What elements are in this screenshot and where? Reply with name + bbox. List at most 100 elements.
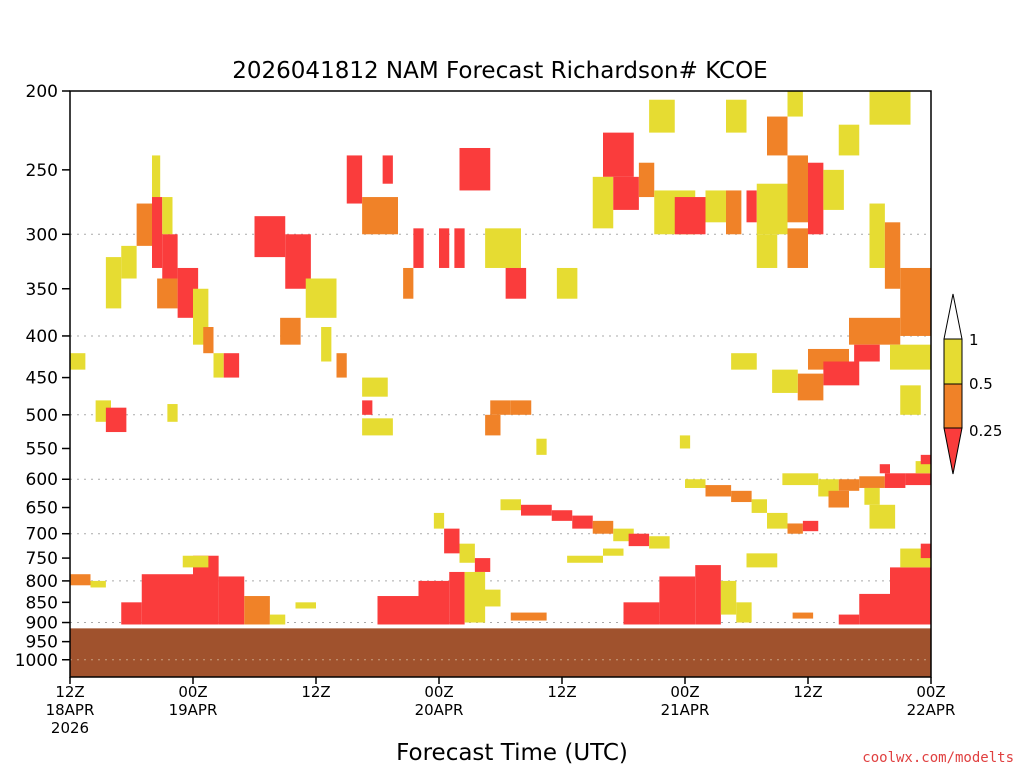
ri-cell	[705, 485, 732, 497]
ri-cell	[838, 479, 860, 491]
ri-cell	[787, 155, 808, 223]
credit-text: coolwx.com/modelts	[862, 750, 1014, 766]
ri-cell	[705, 190, 726, 223]
ri-cell	[295, 602, 316, 609]
x-tick-label: 22APR	[907, 701, 956, 719]
ri-cell	[731, 353, 757, 370]
ri-cell	[203, 327, 214, 354]
ri-cell	[797, 373, 824, 401]
ri-cell	[603, 548, 624, 556]
ri-cell	[900, 385, 921, 415]
ri-cell	[449, 571, 465, 625]
ri-cell	[480, 589, 501, 607]
legend-arrow-top	[943, 293, 963, 340]
ri-cell	[152, 197, 163, 268]
ri-cell	[403, 267, 414, 299]
ri-cell	[182, 555, 209, 568]
ri-cell	[244, 596, 270, 625]
ri-cell	[849, 317, 901, 345]
ri-cell	[157, 278, 178, 309]
ri-cell	[751, 499, 767, 513]
y-tick-label: 800	[26, 572, 58, 592]
legend-label: 0.5	[969, 375, 993, 393]
ri-cell	[838, 124, 860, 156]
ri-cell	[859, 476, 885, 488]
richardson-cells	[70, 91, 931, 625]
x-tick-label: 00Z	[916, 683, 945, 701]
ri-cell	[864, 487, 880, 505]
ri-cell	[121, 245, 137, 279]
ri-cell	[90, 580, 106, 588]
ri-cell	[731, 490, 752, 503]
ri-cell	[464, 571, 486, 623]
ri-cell	[726, 190, 742, 235]
ri-cell	[823, 169, 844, 210]
ri-cell	[638, 162, 655, 198]
ri-cell	[556, 267, 578, 299]
ri-cell	[305, 278, 337, 318]
ri-cell	[121, 602, 142, 625]
ri-cell	[900, 267, 931, 336]
ri-cell	[567, 555, 603, 563]
plot-frame	[69, 90, 932, 678]
ri-cell	[884, 222, 901, 289]
legend-label: 0.25	[969, 422, 1002, 440]
ri-cell	[536, 438, 547, 455]
y-tick-label: 450	[26, 369, 58, 389]
ri-cell	[269, 614, 286, 625]
ri-cell	[736, 602, 752, 623]
ri-cell	[551, 510, 573, 521]
ri-cell	[136, 203, 152, 246]
ri-cell	[280, 317, 301, 345]
ri-cell	[649, 99, 675, 133]
ri-cell	[767, 512, 788, 529]
ri-cell	[413, 228, 424, 268]
ri-cell	[500, 499, 521, 511]
ri-cell	[679, 435, 691, 449]
x-tick-label: 12Z	[55, 683, 84, 701]
ri-cell	[756, 234, 778, 268]
ri-cell	[920, 454, 931, 465]
ri-cell	[418, 580, 450, 625]
x-tick-label: 20APR	[415, 701, 464, 719]
ri-cell	[787, 91, 803, 117]
ri-cell	[787, 228, 808, 268]
y-tick-label: 400	[26, 327, 58, 347]
ri-cell	[674, 197, 706, 235]
legend-swatch	[943, 383, 963, 429]
y-tick-label: 550	[26, 439, 58, 459]
ri-cell	[362, 418, 393, 436]
ri-cell	[362, 197, 398, 235]
ri-cell	[336, 353, 347, 378]
y-tick-label: 200	[26, 82, 58, 102]
ri-cell	[649, 536, 670, 549]
x-axis-label: Forecast Time (UTC)	[396, 740, 628, 766]
ri-cell	[802, 520, 819, 532]
ri-cell	[869, 504, 896, 529]
ri-cell	[346, 155, 363, 204]
ri-cell	[141, 574, 193, 625]
y-axis: 200 250 300 350 400 450 500 550 600 650 700 750 8008…	[15, 82, 70, 671]
x-tick-label: 12Z	[301, 683, 330, 701]
ri-cell	[490, 400, 511, 415]
ground-area	[70, 628, 931, 677]
y-tick-label: 900	[26, 614, 58, 634]
ri-cell	[572, 515, 593, 529]
ri-cell	[105, 257, 122, 309]
ri-cell	[767, 116, 788, 156]
ri-cell	[756, 183, 788, 235]
ri-cell	[377, 596, 419, 625]
x-tick-label: 12Z	[547, 683, 576, 701]
ri-cell	[213, 353, 224, 378]
ri-cell	[592, 176, 614, 229]
ri-cell	[70, 353, 86, 370]
ri-cell	[105, 407, 127, 433]
ri-cell	[592, 520, 614, 534]
y-tick-label: 300	[26, 225, 58, 245]
ri-cell	[444, 528, 460, 554]
y-tick-label: 700	[26, 525, 58, 545]
ri-cell	[521, 504, 552, 516]
ri-cell	[223, 353, 240, 378]
y-tick-label: 650	[26, 499, 58, 519]
